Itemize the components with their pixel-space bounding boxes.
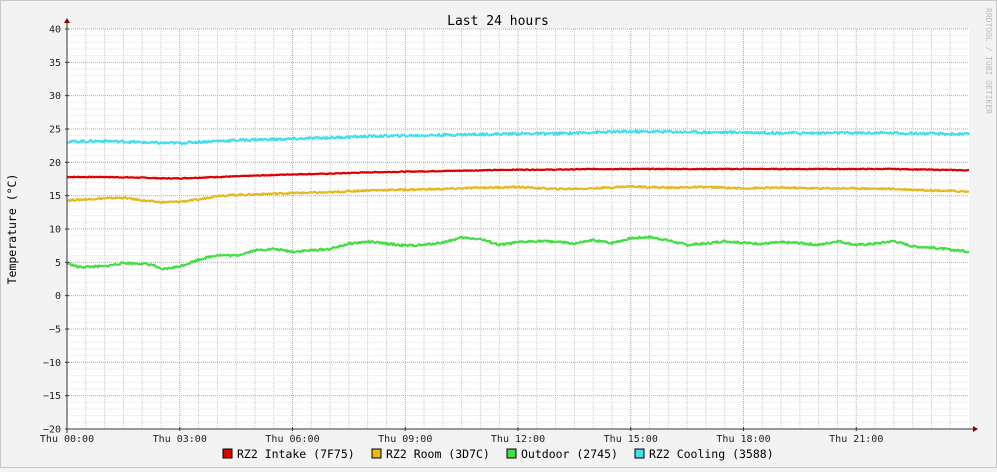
y-tick-label: 40	[49, 25, 61, 36]
y-tick-label: 15	[49, 191, 61, 202]
chart-title: Last 24 hours	[447, 14, 549, 29]
legend: RZ2 Intake (7F75) RZ2 Room (3D7C) Outdoor …	[222, 447, 774, 461]
y-axis-arrow	[64, 18, 70, 23]
y-tick-label: −10	[43, 358, 61, 369]
y-tick-label: 5	[55, 258, 61, 269]
legend-label-2: Outdoor (2745)	[521, 447, 618, 461]
legend-label-1: RZ2 Room (3D7C)	[386, 447, 490, 461]
minor-grid	[67, 29, 969, 429]
y-tick-label: 35	[49, 58, 61, 69]
series-line-1	[66, 184, 970, 205]
y-tick-label: 0	[55, 291, 61, 302]
y-tick-label: 30	[49, 91, 61, 102]
y-tick-label: 20	[49, 158, 61, 169]
series-line-0	[66, 167, 970, 180]
y-tick-label: −20	[43, 425, 61, 436]
legend-swatch-3	[634, 448, 645, 459]
rrdtool-watermark: RRDTOOL / TOBI OETIKER	[984, 8, 993, 114]
series-layer	[66, 129, 970, 271]
series-line-2	[66, 235, 970, 271]
x-tick-label: Thu 21:00	[829, 434, 883, 445]
x-tick-label: Thu 03:00	[153, 434, 207, 445]
y-tick-labels: 40 35 30 25 20 15 10 5 0 −5 −10 −15 −20	[43, 25, 61, 436]
x-tick-label: Thu 06:00	[265, 434, 319, 445]
x-tick-labels: Thu 00:00 Thu 03:00 Thu 06:00 Thu 09:00 Thu …	[40, 434, 883, 445]
legend-label-0: RZ2 Intake (7F75)	[237, 447, 355, 461]
legend-swatch-1	[371, 448, 382, 459]
x-tick-label: Thu 09:00	[378, 434, 432, 445]
y-tick-label: 10	[49, 225, 61, 236]
x-tick-label: Thu 18:00	[716, 434, 770, 445]
x-tick-label: Thu 15:00	[604, 434, 658, 445]
legend-swatch-0	[222, 448, 233, 459]
x-tick-label: Thu 12:00	[491, 434, 545, 445]
legend-swatch-2	[506, 448, 517, 459]
x-tick-label: Thu 00:00	[40, 434, 94, 445]
x-axis-arrow	[973, 426, 978, 432]
y-tick-label: −15	[43, 391, 61, 402]
series-line-3	[66, 129, 970, 146]
y-tick-label: −5	[49, 325, 61, 336]
legend-label-3: RZ2 Cooling (3588)	[649, 447, 774, 461]
axes	[64, 18, 978, 433]
y-axis-label: Temperature (°C)	[5, 174, 19, 285]
y-tick-label: 25	[49, 125, 61, 136]
